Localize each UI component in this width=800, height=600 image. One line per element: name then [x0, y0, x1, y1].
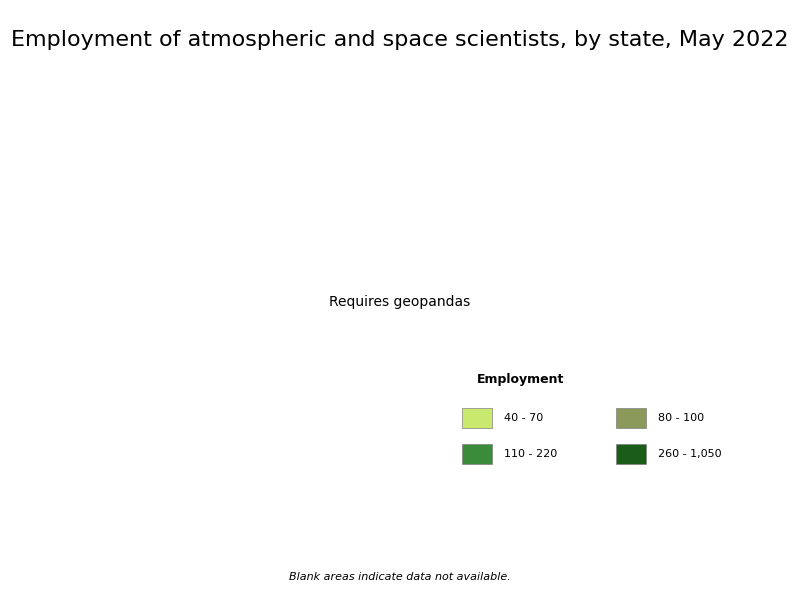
FancyBboxPatch shape [616, 408, 646, 428]
FancyBboxPatch shape [462, 408, 492, 428]
FancyBboxPatch shape [616, 443, 646, 464]
FancyBboxPatch shape [462, 443, 492, 464]
Text: Employment of atmospheric and space scientists, by state, May 2022: Employment of atmospheric and space scie… [11, 30, 789, 50]
Text: 80 - 100: 80 - 100 [658, 413, 704, 423]
Text: Employment: Employment [477, 373, 564, 385]
Text: Blank areas indicate data not available.: Blank areas indicate data not available. [289, 572, 511, 582]
Text: Requires geopandas: Requires geopandas [330, 295, 470, 309]
Text: 110 - 220: 110 - 220 [504, 449, 558, 459]
Text: 260 - 1,050: 260 - 1,050 [658, 449, 722, 459]
Text: 40 - 70: 40 - 70 [504, 413, 543, 423]
